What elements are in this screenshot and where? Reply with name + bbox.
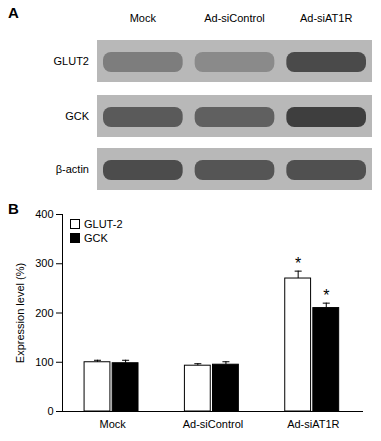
svg-text:0: 0 [47,405,53,417]
svg-text:Ad-siControl: Ad-siControl [183,418,244,430]
svg-text:400: 400 [35,208,53,220]
svg-text:Mock: Mock [100,418,127,430]
html-text:GLUT-2: GLUT-2 [84,218,123,230]
html-text:A: A [8,4,19,21]
svg-text:200: 200 [35,307,53,319]
svg-text:Expression level (%): Expression level (%) [14,263,26,363]
svg-text:300: 300 [35,257,53,269]
svg-text:Mock: Mock [130,12,157,24]
svg-text:GLUT2: GLUT2 [54,55,89,67]
html-text:B: B [8,200,19,217]
svg-text:Ad-siAT1R: Ad-siAT1R [287,418,339,430]
svg-text:GCK: GCK [65,110,90,122]
svg-text:100: 100 [35,356,53,368]
html-text:GCK: GCK [84,232,108,244]
svg-text:*: * [295,255,301,272]
svg-text:*: * [323,287,329,304]
svg-text:Ad-siAT1R: Ad-siAT1R [300,12,352,24]
svg-text:β-actin: β-actin [56,163,89,175]
svg-text:Ad-siControl: Ad-siControl [204,12,265,24]
